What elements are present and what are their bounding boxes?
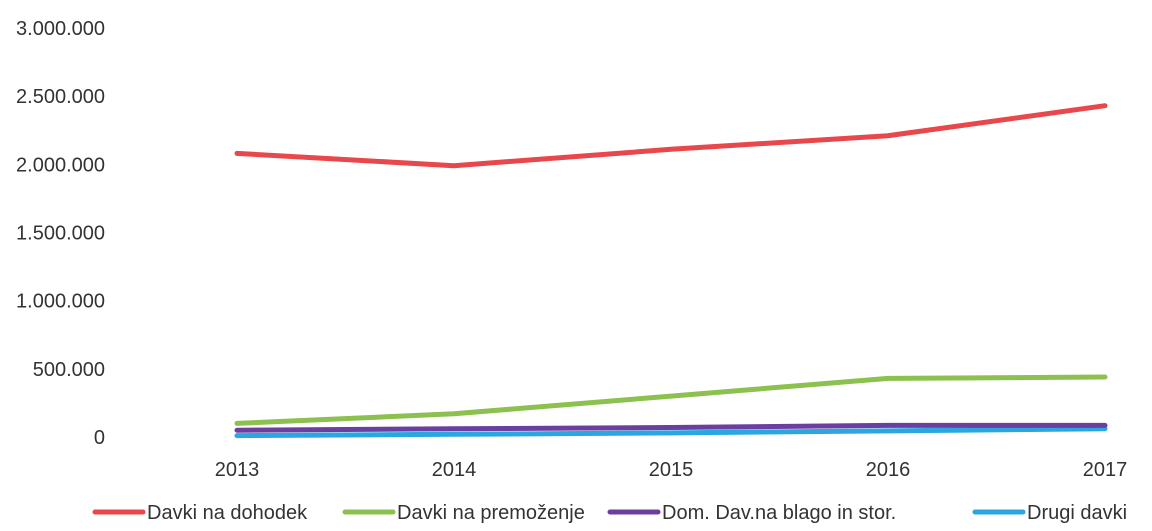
- y-tick-label: 2.000.000: [16, 154, 105, 176]
- legend-label-0: Davki na dohodek: [147, 502, 308, 524]
- y-tick-label: 1.000.000: [16, 291, 105, 313]
- y-tick-label: 1.500.000: [16, 223, 105, 245]
- x-tick-label: 2015: [649, 459, 694, 481]
- series-line-3: [234, 426, 1108, 439]
- x-tick-label: 2013: [215, 459, 260, 481]
- legend: Davki na dohodek Davki na premoženje Dom. …: [92, 502, 1127, 524]
- x-tick-label: 2014: [432, 459, 477, 481]
- legend-label-3: Drugi davki: [1027, 502, 1127, 524]
- legend-label-2: Dom. Dav.na blago in stor.: [662, 502, 896, 524]
- series-lines: [234, 103, 1108, 439]
- y-tick-label: 3.000.000: [16, 18, 105, 40]
- x-tick-label: 2017: [1083, 459, 1128, 481]
- x-tick-label: 2016: [866, 459, 911, 481]
- y-tick-label: 500.000: [33, 359, 105, 381]
- y-tick-label: 0: [94, 427, 105, 449]
- y-axis-ticks: 0 500.000 1.000.000 1.500.000 2.000.000 2.500…: [16, 18, 105, 449]
- x-axis-ticks: 2013 2014 2015 2016 2017: [215, 459, 1128, 481]
- series-line-2: [234, 422, 1108, 433]
- series-line-0: [234, 103, 1108, 169]
- legend-label-1: Davki na premoženje: [397, 502, 585, 524]
- y-tick-label: 2.500.000: [16, 86, 105, 108]
- series-line-1: [234, 374, 1108, 426]
